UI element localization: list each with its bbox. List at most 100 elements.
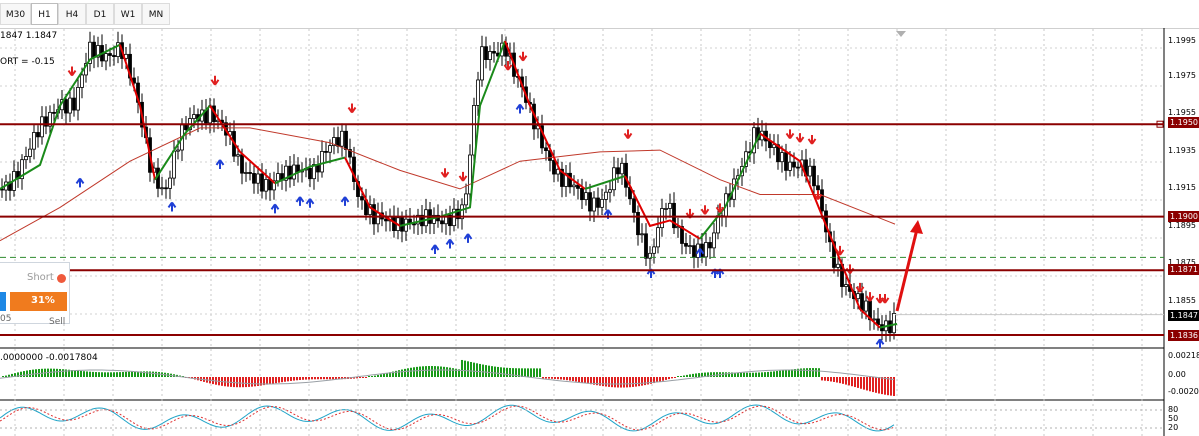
- candle: [340, 130, 344, 147]
- candle: [32, 132, 36, 150]
- macd-bar: [80, 370, 82, 377]
- candle: [372, 204, 376, 225]
- macd-bar: [827, 377, 829, 382]
- macd-bar: [254, 377, 256, 387]
- tab-w1[interactable]: W1: [114, 3, 142, 25]
- candle: [424, 209, 428, 227]
- macd-bar: [257, 377, 259, 386]
- arrow-down-icon: [518, 51, 528, 62]
- candle: [108, 53, 112, 56]
- level-handle-icon: [1156, 120, 1164, 128]
- macd-bar: [452, 368, 454, 377]
- macd-bar: [38, 368, 40, 377]
- macd-bar: [422, 366, 424, 377]
- macd-bar: [386, 372, 388, 377]
- macd-bar: [446, 367, 448, 377]
- candle: [472, 105, 476, 156]
- candle: [688, 245, 692, 248]
- candle: [172, 150, 176, 179]
- macd-bar: [428, 366, 430, 377]
- long-bar: [0, 292, 6, 311]
- candle: [552, 160, 556, 175]
- macd-bar: [149, 371, 151, 377]
- trend-line: [119, 44, 156, 180]
- macd-bar: [821, 377, 823, 381]
- candle: [164, 187, 168, 190]
- macd-bar: [341, 377, 343, 380]
- macd-bar: [473, 362, 475, 377]
- trend-line: [624, 175, 701, 240]
- macd-bar: [872, 377, 874, 393]
- macd-bar: [500, 367, 502, 377]
- level-label-1871: 1.1871: [1168, 264, 1199, 275]
- macd-bar: [785, 370, 787, 377]
- macd-bar: [734, 372, 736, 377]
- trend-line: [759, 132, 881, 329]
- arrow-down-icon: [865, 292, 875, 302]
- macd-bar: [761, 372, 763, 377]
- macd-bar: [851, 377, 853, 387]
- macd-bar: [110, 372, 112, 377]
- tab-m30[interactable]: M30: [0, 3, 31, 25]
- macd-bar: [857, 377, 859, 388]
- candle: [816, 185, 820, 191]
- macd-bar: [332, 377, 334, 380]
- arrow-down-icon: [700, 205, 710, 215]
- macd-bar: [8, 374, 10, 377]
- candle: [88, 41, 92, 64]
- candle: [252, 173, 256, 184]
- macd-bar: [299, 377, 301, 381]
- macd-bar: [527, 368, 529, 377]
- macd-bar: [443, 366, 445, 377]
- candle: [48, 111, 52, 127]
- macd-readout: .0000000 -0.0017804: [0, 353, 98, 363]
- macd-bar: [86, 371, 88, 377]
- macd-bar: [854, 377, 856, 388]
- macd-bar: [326, 377, 328, 380]
- macd-bar: [740, 372, 742, 377]
- candle: [40, 116, 44, 138]
- macd-bar: [569, 377, 571, 381]
- macd-bar: [593, 377, 595, 385]
- macd-bar: [461, 359, 463, 377]
- macd-bar: [731, 372, 733, 377]
- macd-bar: [662, 377, 664, 381]
- candle: [244, 172, 248, 174]
- candle: [312, 164, 316, 180]
- macd-bar: [311, 377, 313, 380]
- tab-mn[interactable]: MN: [142, 3, 170, 25]
- macd-bar: [695, 373, 697, 377]
- macd-bar: [497, 366, 499, 377]
- macd-bar: [470, 361, 472, 377]
- sentiment-widget[interactable]: Short 31% 05 Sell: [0, 262, 70, 327]
- macd-bar: [833, 377, 835, 382]
- candle: [284, 165, 288, 181]
- macd-bar: [533, 368, 535, 377]
- macd-bar: [506, 367, 508, 377]
- macd-bar: [512, 368, 514, 377]
- macd-bar: [29, 370, 31, 377]
- candle: [328, 145, 332, 153]
- macd-bar: [773, 371, 775, 377]
- candle: [176, 149, 180, 152]
- macd-bar: [302, 377, 304, 380]
- macd-bar: [686, 374, 688, 377]
- projection-arrow: [895, 224, 920, 312]
- arrow-down-icon: [715, 203, 725, 213]
- candle: [560, 168, 564, 187]
- candle: [368, 204, 372, 216]
- arrow-down-icon: [347, 103, 357, 114]
- candle: [836, 263, 840, 268]
- macd-bar: [419, 366, 421, 377]
- macd-bar: [710, 372, 712, 377]
- candle: [272, 180, 276, 191]
- tab-h4[interactable]: H4: [58, 3, 86, 25]
- tab-d1[interactable]: D1: [86, 3, 114, 25]
- tab-h1[interactable]: H1: [31, 3, 58, 25]
- macd-bar: [596, 377, 598, 386]
- macd-bar: [329, 377, 331, 380]
- macd-bar: [296, 377, 298, 381]
- candle: [588, 192, 592, 212]
- candle: [808, 165, 812, 177]
